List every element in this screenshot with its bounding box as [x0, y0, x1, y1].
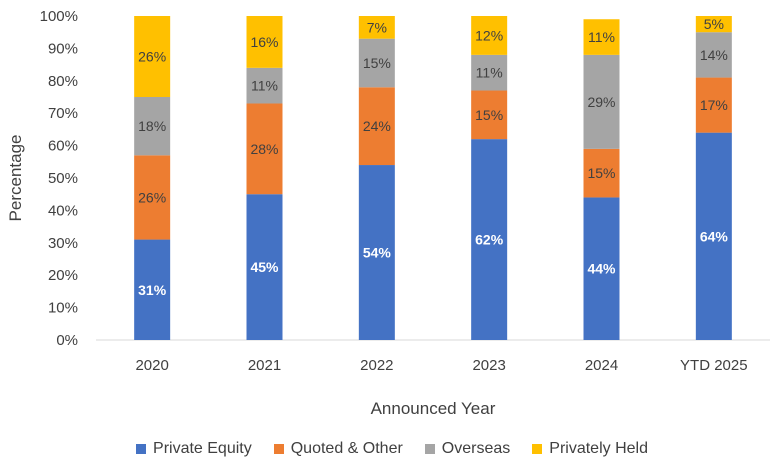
bar-segment-privately-held: [134, 16, 171, 97]
bar-segment-private-equity: [583, 197, 620, 340]
data-label: 45%: [250, 259, 279, 275]
bar-segment-private-equity: [358, 165, 395, 340]
data-label: 17%: [700, 97, 728, 113]
data-label: 15%: [475, 107, 503, 123]
bar-segment-quoted-other: [583, 148, 620, 198]
y-tick-label: 20%: [48, 267, 78, 284]
legend-item-quoted-other: Quoted & Other: [273, 440, 403, 458]
x-tick-label: 2021: [248, 357, 281, 374]
data-label: 64%: [700, 228, 729, 244]
bar-segment-private-equity: [246, 194, 283, 340]
y-tick-label: 90%: [48, 40, 78, 57]
data-label: 29%: [587, 94, 615, 110]
bar-segment-private-equity: [695, 132, 732, 340]
x-axis-title: Announced Year: [371, 399, 496, 418]
data-label: 16%: [250, 34, 278, 50]
data-label: 15%: [363, 55, 391, 71]
x-tick-label: YTD 2025: [680, 357, 748, 374]
legend-swatch: [136, 444, 147, 454]
x-tick-label: 2023: [472, 357, 505, 374]
bar-segment-overseas: [471, 54, 508, 91]
data-label: 15%: [587, 165, 615, 181]
stacked-bar-chart: 0% 10% 20% 30% 40% 50% 60% 70% 80% 90% 100% 31% 26%…: [6, 8, 770, 418]
legend-label: Overseas: [441, 440, 511, 457]
data-label: 24%: [363, 118, 391, 134]
legend-label: Private Equity: [153, 440, 252, 457]
x-tick-label: 2022: [360, 357, 393, 374]
y-tick-label: 100%: [40, 8, 78, 25]
bar-segment-privately-held: [471, 16, 508, 55]
legend-label: Quoted & Other: [290, 440, 403, 457]
bars: 31% 26% 18% 26% 45% 28% 11% 16% 54% 24% 15% 7% 62% 15…: [134, 16, 732, 340]
data-label: 14%: [700, 47, 728, 63]
y-tick-label: 50%: [48, 170, 78, 187]
y-tick-label: 80%: [48, 73, 78, 90]
legend-swatch: [532, 444, 543, 454]
data-label: 11%: [476, 65, 503, 81]
data-label: 12%: [475, 27, 503, 43]
y-tick-label: 60%: [48, 138, 78, 155]
bar-segment-quoted-other: [471, 90, 508, 140]
bar-segment-privately-held: [695, 16, 732, 33]
y-axis-ticks: 0% 10% 20% 30% 40% 50% 60% 70% 80% 90% 100%: [40, 8, 78, 349]
data-label: 26%: [138, 49, 166, 65]
legend-swatch: [424, 444, 435, 454]
y-tick-label: 30%: [48, 235, 78, 252]
bar-segment-overseas: [246, 67, 283, 104]
legend-swatch: [273, 444, 284, 454]
bar-segment-overseas: [695, 32, 732, 78]
bar-segment-overseas: [583, 54, 620, 149]
bar-segment-privately-held: [246, 16, 283, 68]
bar-segment-private-equity: [134, 239, 171, 340]
bar-segment-private-equity: [471, 139, 508, 340]
legend: Private Equity Quoted & Other Overseas Priv…: [0, 440, 784, 458]
x-axis-ticks: 2020 2021 2022 2023 2024 YTD 2025: [135, 357, 747, 374]
y-tick-label: 0%: [56, 332, 78, 349]
x-tick-label: 2020: [135, 357, 168, 374]
bar-segment-quoted-other: [134, 155, 171, 240]
data-label: 18%: [138, 118, 166, 134]
data-label: 44%: [587, 261, 616, 277]
data-label: 7%: [367, 19, 387, 35]
legend-item-privately-held: Privately Held: [532, 440, 648, 458]
data-label: 31%: [138, 282, 167, 298]
data-label: 11%: [588, 29, 615, 45]
data-label: 5%: [704, 16, 724, 32]
data-label: 62%: [475, 232, 504, 248]
legend-item-private-equity: Private Equity: [136, 440, 252, 458]
y-axis-title: Percentage: [6, 135, 25, 222]
x-tick-label: 2024: [585, 357, 618, 374]
data-label: 54%: [363, 245, 392, 261]
bar-segment-quoted-other: [358, 87, 395, 166]
bar-segment-privately-held: [583, 19, 620, 55]
bar-segment-quoted-other: [246, 103, 283, 195]
data-label: 11%: [251, 78, 278, 94]
legend-item-overseas: Overseas: [424, 440, 511, 458]
legend-label: Privately Held: [549, 440, 648, 457]
data-label: 28%: [250, 141, 278, 157]
y-tick-label: 70%: [48, 105, 78, 122]
bar-segment-overseas: [134, 97, 171, 156]
data-label: 26%: [138, 189, 166, 205]
y-tick-label: 10%: [48, 300, 78, 317]
bar-segment-privately-held: [358, 16, 395, 39]
bar-segment-quoted-other: [695, 77, 732, 133]
y-tick-label: 40%: [48, 202, 78, 219]
bar-segment-overseas: [358, 38, 395, 88]
